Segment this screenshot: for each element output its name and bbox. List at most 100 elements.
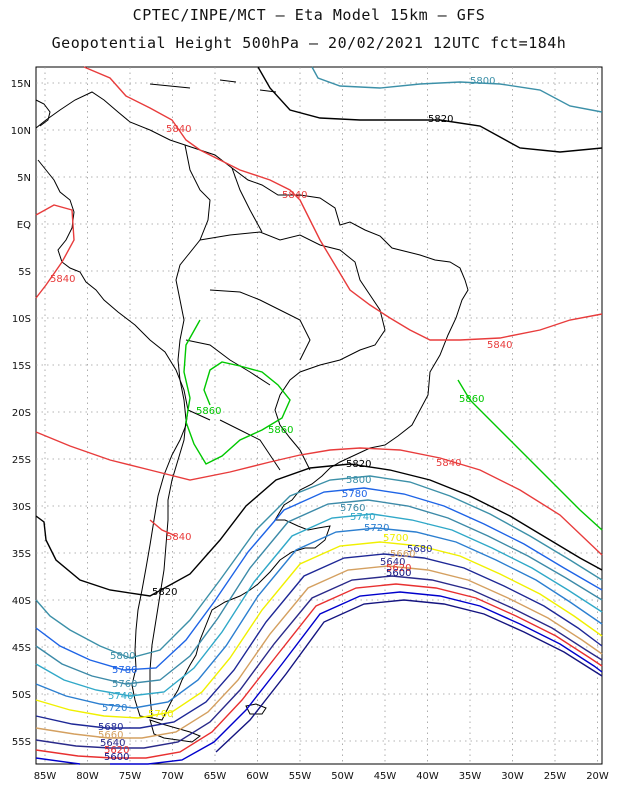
lon-tick-label: 70W: [161, 771, 184, 782]
label-5740-s: 5740: [350, 512, 375, 523]
label-5840-andes: 5840: [166, 532, 191, 543]
contour-5840-main: [299, 199, 603, 341]
contour-5780: [35, 487, 603, 671]
falkland-islands: [245, 703, 267, 715]
contour-5600: [35, 591, 603, 765]
label-5600-s: 5600: [386, 568, 411, 579]
contour-5760: [35, 499, 603, 685]
contour-5720: [35, 527, 603, 709]
label-5700-s: 5700: [383, 533, 408, 544]
label-5720-w: 5720: [102, 703, 127, 714]
lon-tick-label: 40W: [416, 771, 439, 782]
contour-labels: 5800 5820 5840 5840 5840 5840 5840 5840 …: [50, 76, 512, 763]
label-5780-w: 5780: [112, 665, 137, 676]
south-america-coast: [35, 91, 469, 721]
lat-tick-label: 5S: [18, 267, 31, 278]
central-america: [35, 99, 51, 127]
lon-tick-label: 50W: [331, 771, 354, 782]
contour-5580: [215, 599, 603, 753]
contour-5840-south: [35, 431, 603, 556]
contour-5660: [35, 565, 603, 739]
label-5800-w: 5800: [110, 651, 135, 662]
label-5620-w: 5620: [104, 745, 129, 756]
contour-5620: [35, 583, 603, 759]
andes-border: [149, 144, 211, 719]
label-5720-s: 5720: [364, 523, 389, 534]
label-5860-interior-e: 5860: [268, 425, 293, 436]
label-5700-w: 5700: [148, 709, 173, 720]
label-5740-w: 5740: [108, 691, 133, 702]
lat-tick-label: 15N: [11, 79, 31, 90]
contour-5820-north: [257, 66, 603, 153]
graticule: [36, 67, 602, 764]
label-5620-s: 5620: [386, 563, 411, 574]
label-5800-north: 5800: [470, 76, 495, 87]
label-5840-w: 5840: [50, 274, 75, 285]
label-5840-e: 5840: [487, 340, 512, 351]
chart-subtitle: Geopotential Height 500hPa – 20/02/2021 …: [51, 34, 567, 52]
label-5820-s: 5820: [346, 459, 371, 470]
lat-tick-label: 10S: [12, 314, 31, 325]
lon-tick-label: 35W: [459, 771, 482, 782]
label-5760-w: 5760: [112, 679, 137, 690]
label-5840-s: 5840: [436, 458, 461, 469]
lat-tick-label: 50S: [12, 690, 31, 701]
axis-ticks: 85W 80W 75W 70W 65W 60W 55W 50W 45W 40W 35W 30W 25W 2…: [11, 79, 609, 782]
lon-tick-label: 85W: [34, 771, 57, 782]
map-frame: [35, 66, 603, 765]
lat-tick-label: EQ: [17, 220, 31, 231]
contour-5840-west: [35, 204, 75, 299]
contour-5840-northwest: [83, 66, 301, 201]
label-5600-w: 5600: [104, 752, 129, 763]
label-5840-n: 5840: [282, 190, 307, 201]
lat-tick-label: 55S: [12, 737, 31, 748]
lon-tick-label: 30W: [501, 771, 524, 782]
lon-tick-label: 55W: [289, 771, 312, 782]
lon-tick-label: 45W: [374, 771, 397, 782]
label-5680-w: 5680: [98, 722, 123, 733]
lon-tick-label: 25W: [544, 771, 567, 782]
contour-5820-main: [35, 463, 603, 597]
label-5640-s: 5640: [380, 557, 405, 568]
lat-tick-label: 25S: [12, 455, 31, 466]
label-5760-s: 5760: [340, 503, 365, 514]
height-contours: [35, 66, 603, 765]
lat-tick-label: 15S: [12, 361, 31, 372]
contour-5740: [35, 513, 603, 697]
label-5780-s: 5780: [342, 489, 367, 500]
contour-5700: [35, 541, 603, 719]
contour-5640: [35, 575, 603, 749]
lat-tick-label: 20S: [12, 408, 31, 419]
lon-tick-label: 75W: [119, 771, 142, 782]
chart-title: CPTEC/INPE/MCT – Eta Model 15km – GFS: [132, 6, 486, 24]
lat-tick-label: 5N: [17, 173, 31, 184]
contour-5860-interior: [183, 319, 291, 465]
country-borders: [185, 167, 386, 471]
label-5860-ne: 5860: [459, 394, 484, 405]
lat-tick-label: 35S: [12, 549, 31, 560]
label-5860-interior-w: 5860: [196, 406, 221, 417]
label-5660-s: 5660: [390, 549, 415, 560]
lon-tick-label: 20W: [586, 771, 609, 782]
lon-tick-label: 80W: [76, 771, 99, 782]
label-5840-nw: 5840: [166, 124, 191, 135]
lat-tick-label: 40S: [12, 596, 31, 607]
contour-5860-northeast: [457, 379, 603, 531]
label-5820-north: 5820: [428, 114, 453, 125]
contour-5800-north: [311, 66, 603, 113]
contour-5840-andes: [149, 519, 177, 537]
label-5800-s: 5800: [346, 475, 371, 486]
lat-tick-label: 10N: [11, 126, 31, 137]
tierra-del-fuego: [149, 719, 202, 743]
label-5680-s: 5680: [407, 544, 432, 555]
label-5820-w: 5820: [152, 587, 177, 598]
label-5660-w: 5660: [98, 730, 123, 741]
label-5640-w: 5640: [100, 738, 125, 749]
contour-5680: [35, 553, 603, 729]
lon-tick-label: 65W: [204, 771, 227, 782]
contour-5800: [35, 475, 603, 659]
lat-tick-label: 45S: [12, 643, 31, 654]
lat-tick-label: 30S: [12, 502, 31, 513]
lon-tick-label: 60W: [246, 771, 269, 782]
